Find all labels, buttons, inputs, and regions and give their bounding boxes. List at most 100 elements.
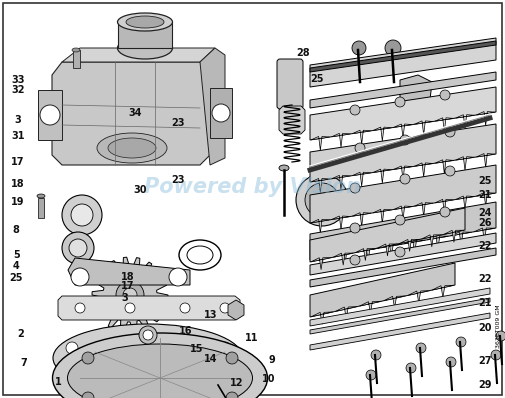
Polygon shape	[435, 199, 453, 213]
Polygon shape	[310, 313, 490, 350]
Polygon shape	[415, 121, 433, 135]
Polygon shape	[474, 228, 495, 242]
Polygon shape	[38, 90, 62, 140]
Text: 363ET009 GM: 363ET009 GM	[495, 304, 500, 348]
Polygon shape	[352, 213, 371, 227]
Polygon shape	[394, 206, 412, 220]
Circle shape	[305, 183, 339, 217]
Polygon shape	[432, 285, 454, 298]
Ellipse shape	[108, 138, 156, 158]
Text: 27: 27	[478, 356, 491, 367]
Text: 12: 12	[230, 378, 243, 388]
Circle shape	[169, 268, 187, 286]
Circle shape	[385, 40, 401, 56]
Polygon shape	[38, 198, 44, 218]
Text: 2: 2	[17, 329, 24, 339]
Circle shape	[62, 232, 94, 264]
Text: 21: 21	[478, 298, 491, 308]
Polygon shape	[52, 62, 210, 165]
Circle shape	[71, 204, 93, 226]
Text: 28: 28	[296, 47, 310, 58]
Polygon shape	[332, 176, 350, 189]
Circle shape	[496, 331, 505, 341]
Text: 19: 19	[11, 197, 24, 207]
Ellipse shape	[118, 37, 173, 59]
Text: 13: 13	[205, 310, 218, 320]
Text: 16: 16	[179, 326, 192, 336]
Circle shape	[62, 195, 102, 235]
Polygon shape	[200, 48, 225, 165]
Polygon shape	[408, 291, 430, 303]
Polygon shape	[73, 50, 80, 68]
Circle shape	[220, 303, 230, 313]
Polygon shape	[378, 244, 397, 256]
Text: 24: 24	[478, 208, 491, 218]
Circle shape	[125, 303, 135, 313]
Polygon shape	[427, 236, 448, 250]
Ellipse shape	[78, 336, 218, 380]
Circle shape	[139, 326, 157, 344]
Polygon shape	[310, 165, 496, 223]
Polygon shape	[381, 244, 402, 258]
Circle shape	[75, 303, 85, 313]
Polygon shape	[373, 127, 392, 141]
Circle shape	[66, 342, 78, 354]
Text: 20: 20	[478, 323, 491, 334]
Text: 5: 5	[13, 250, 20, 260]
Ellipse shape	[68, 344, 252, 398]
Circle shape	[180, 303, 190, 313]
Polygon shape	[435, 118, 453, 132]
Polygon shape	[394, 124, 412, 138]
Polygon shape	[311, 256, 332, 270]
Polygon shape	[358, 248, 379, 262]
Circle shape	[350, 223, 360, 233]
Polygon shape	[400, 75, 432, 108]
Circle shape	[82, 392, 94, 398]
Polygon shape	[310, 202, 496, 260]
Text: 11: 11	[245, 332, 258, 343]
Polygon shape	[310, 263, 455, 317]
Circle shape	[395, 97, 405, 107]
Circle shape	[400, 174, 410, 184]
Text: 15: 15	[190, 344, 204, 355]
Text: Powered by Vision: Powered by Vision	[144, 177, 361, 197]
Polygon shape	[334, 252, 356, 266]
Circle shape	[116, 281, 144, 309]
Circle shape	[400, 135, 410, 145]
Polygon shape	[228, 300, 244, 320]
Circle shape	[371, 350, 381, 360]
Circle shape	[296, 174, 348, 226]
Text: 23: 23	[171, 175, 184, 185]
Circle shape	[40, 105, 60, 125]
Circle shape	[355, 143, 365, 153]
Circle shape	[226, 392, 238, 398]
Circle shape	[440, 90, 450, 100]
Polygon shape	[68, 258, 190, 285]
Polygon shape	[399, 239, 420, 252]
Polygon shape	[394, 166, 412, 180]
Text: 17: 17	[11, 157, 24, 168]
Text: 17: 17	[121, 281, 134, 291]
Text: 31: 31	[11, 131, 24, 141]
Text: 22: 22	[478, 241, 491, 251]
Circle shape	[219, 342, 231, 354]
Polygon shape	[335, 306, 357, 319]
Circle shape	[82, 352, 94, 364]
Text: 23: 23	[171, 118, 184, 129]
Text: 9: 9	[268, 355, 275, 365]
Text: 30: 30	[134, 185, 147, 195]
Circle shape	[395, 215, 405, 225]
Polygon shape	[279, 106, 305, 134]
Polygon shape	[58, 296, 240, 320]
Polygon shape	[310, 72, 496, 108]
Text: 25: 25	[311, 74, 324, 84]
Polygon shape	[310, 38, 496, 87]
Polygon shape	[310, 41, 496, 72]
Polygon shape	[310, 208, 465, 262]
Ellipse shape	[37, 194, 45, 198]
Circle shape	[71, 268, 89, 286]
Polygon shape	[373, 209, 392, 223]
Polygon shape	[310, 288, 490, 326]
Polygon shape	[360, 301, 381, 314]
Text: 21: 21	[478, 190, 491, 200]
